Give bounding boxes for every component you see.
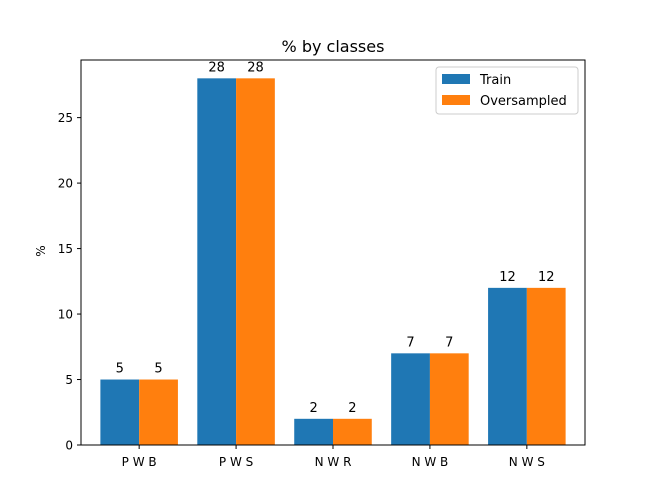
data-label-train-5: 12 — [499, 270, 516, 285]
x-tick-label: N W B — [412, 455, 449, 469]
data-label-oversampled-5: 12 — [538, 270, 555, 285]
data-label-train-1: 5 — [116, 362, 124, 377]
bar-train-1 — [100, 379, 140, 445]
y-tick-label: 5 — [65, 373, 73, 387]
data-label-train-2: 28 — [208, 60, 225, 75]
data-label-oversampled-2: 28 — [247, 60, 264, 75]
bar-oversampled-3 — [333, 418, 372, 445]
bar-train-3 — [294, 418, 333, 445]
y-axis-label: % — [34, 245, 48, 256]
bar-train-2 — [197, 78, 237, 445]
legend-swatch-oversampled — [442, 95, 470, 105]
y-tick-label: 15 — [58, 242, 73, 256]
x-tick-label: P W B — [122, 455, 157, 469]
axes-frame — [80, 59, 586, 446]
x-tick-label: P W S — [219, 455, 253, 469]
legend-swatch-train — [442, 74, 470, 84]
y-tick-label: 25 — [58, 111, 73, 125]
chart-title: % by classes — [282, 37, 385, 56]
legend-box — [435, 66, 579, 115]
data-label-oversampled-4: 7 — [445, 335, 453, 350]
data-label-oversampled-1: 5 — [154, 362, 162, 377]
y-tick-label: 10 — [58, 308, 73, 322]
x-tick-label: N W R — [315, 455, 352, 469]
bar-oversampled-4 — [429, 353, 469, 445]
legend-label-train: Train — [479, 73, 511, 88]
bar-oversampled-2 — [236, 78, 275, 445]
bar-oversampled-1 — [139, 379, 178, 445]
bar-train-5 — [488, 287, 527, 445]
bar-train-4 — [391, 353, 430, 445]
y-tick-label: 0 — [65, 439, 73, 453]
data-label-train-4: 7 — [406, 335, 414, 350]
plot-area: 5 5 P W B 28 28 P W S 2 2 N W R 7 7 N W B 12 12 N W S 0… — [58, 59, 586, 469]
data-label-oversampled-3: 2 — [348, 401, 356, 416]
x-tick-label: N W S — [509, 455, 545, 469]
legend: Train Oversampled — [435, 66, 579, 115]
legend-label-oversampled: Oversampled — [480, 94, 567, 109]
data-label-train-3: 2 — [309, 401, 317, 416]
bar-oversampled-5 — [526, 287, 566, 445]
y-tick-label: 20 — [58, 177, 73, 191]
